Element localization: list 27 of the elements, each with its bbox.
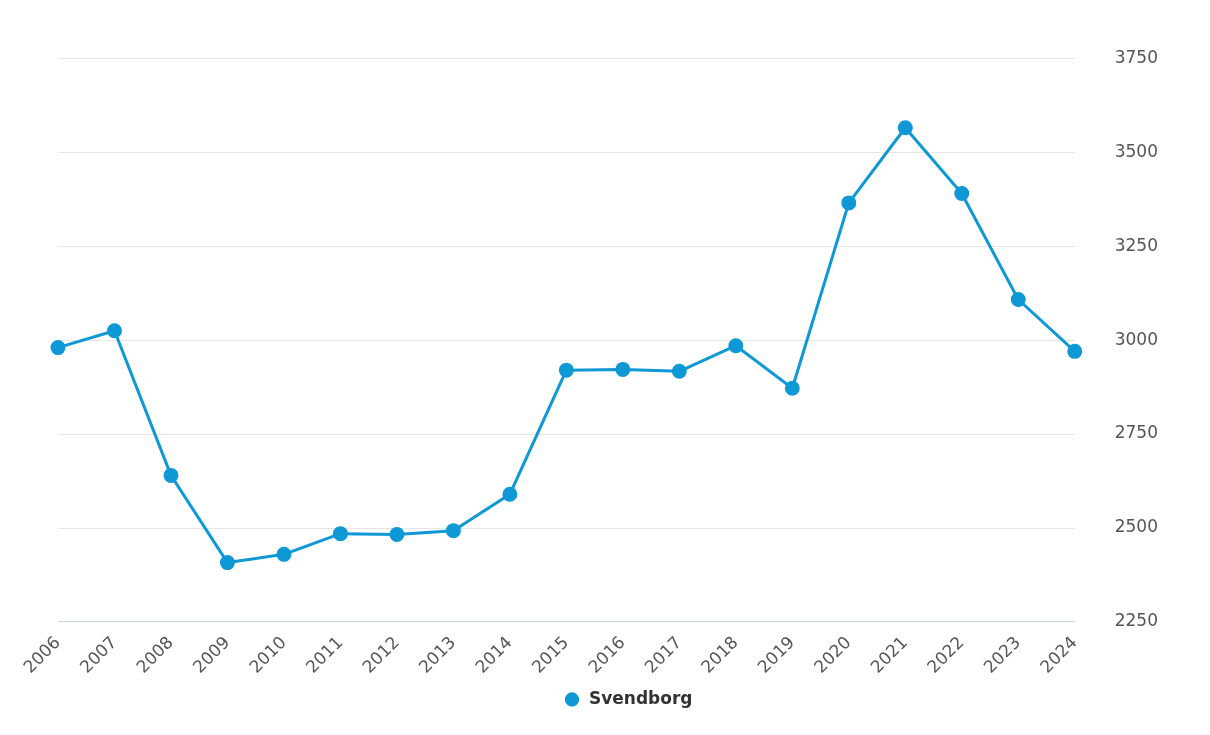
y-tick-label: 3750 xyxy=(1114,46,1158,67)
point xyxy=(671,363,687,379)
y-tick-label: 3000 xyxy=(1114,328,1158,349)
point xyxy=(276,546,292,562)
point xyxy=(1010,292,1026,307)
point xyxy=(163,467,179,483)
y-tick-label: 2500 xyxy=(1114,516,1158,537)
point xyxy=(1067,343,1083,359)
point xyxy=(897,120,913,136)
legend-label: Svendborg xyxy=(588,687,693,708)
point xyxy=(841,195,857,211)
point xyxy=(50,340,66,356)
y-tick-label: 2750 xyxy=(1114,422,1158,443)
y-tick-label: 3250 xyxy=(1114,234,1158,255)
point xyxy=(558,362,574,378)
y-tick-label: 2250 xyxy=(1114,610,1158,631)
point xyxy=(784,380,800,396)
point xyxy=(728,338,744,354)
point xyxy=(389,526,405,542)
point xyxy=(332,526,348,542)
y-tick-label: 3500 xyxy=(1114,140,1158,161)
point xyxy=(445,523,461,539)
point xyxy=(954,186,970,202)
point xyxy=(502,486,518,502)
point xyxy=(219,555,235,571)
point xyxy=(106,323,122,339)
point xyxy=(615,361,631,377)
